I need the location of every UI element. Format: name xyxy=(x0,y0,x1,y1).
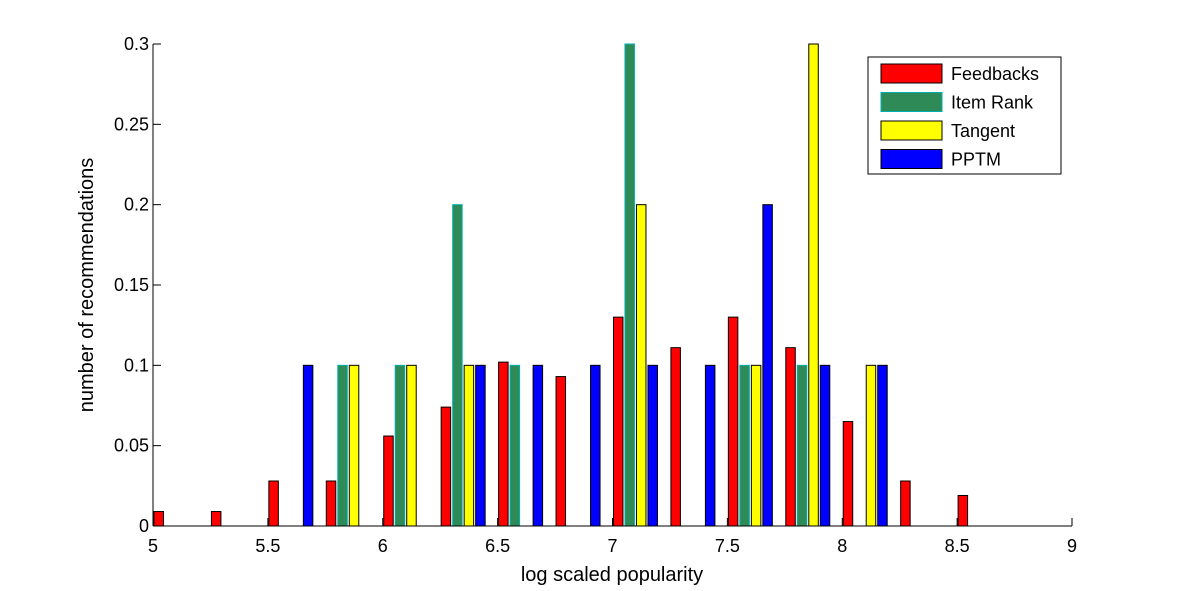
y-tick-label-2: 0.1 xyxy=(124,355,149,375)
bar-tangent-12 xyxy=(865,364,877,527)
bar-feedbacks-14 xyxy=(957,494,969,527)
x-tick-label-8: 9 xyxy=(1067,536,1077,556)
bar-pptm-11 xyxy=(819,364,831,527)
bar-pptm-2 xyxy=(302,364,314,527)
bar-item-rank-6 xyxy=(509,364,521,527)
y-tick-label-4: 0.2 xyxy=(124,195,149,215)
bar-item-rank-8 xyxy=(624,43,635,527)
y-tick-label-0: 0 xyxy=(139,516,149,536)
bar-feedbacks-1 xyxy=(210,511,222,527)
bar-item-rank-5 xyxy=(452,204,463,527)
bar-feedbacks-13 xyxy=(900,480,911,527)
legend-label-item-rank: Item Rank xyxy=(951,93,1034,113)
y-tick-label-3: 0.15 xyxy=(114,275,149,295)
legend-label-feedbacks: Feedbacks xyxy=(951,64,1039,84)
axes-group: 5 5.5 6 6.5 7 7.5 8 8.5 9 0 0.05 0.1 0.15 0.2 0.25 0.3 xyxy=(114,34,1077,556)
bar-feedbacks-12 xyxy=(842,421,854,527)
bar-pptm-5 xyxy=(475,364,486,527)
bar-tangent-5 xyxy=(463,364,475,527)
x-tick-label-7: 8.5 xyxy=(945,536,970,556)
bar-item-rank-10 xyxy=(739,364,750,527)
bar-tangent-4 xyxy=(406,364,417,527)
bar-feedbacks-0 xyxy=(153,511,164,527)
bar-item-rank-3 xyxy=(337,364,348,527)
bar-feedbacks-3 xyxy=(325,480,337,527)
legend-swatch-feedbacks xyxy=(880,63,943,84)
y-axis-title: number of recommendations xyxy=(76,158,98,413)
legend: Feedbacks Item Rank Tangent PPTM xyxy=(867,56,1062,175)
x-tick-label-1: 5.5 xyxy=(255,536,280,556)
y-tick-label-5: 0.25 xyxy=(114,114,149,134)
bar-tangent-3 xyxy=(348,364,360,527)
bar-pptm-8 xyxy=(647,364,658,527)
y-tick-label-1: 0.05 xyxy=(114,436,149,456)
bar-pptm-6 xyxy=(532,364,544,527)
bar-feedbacks-11 xyxy=(785,347,796,527)
x-tick-label-2: 6 xyxy=(378,536,388,556)
bar-feedbacks-10 xyxy=(727,316,739,527)
bar-feedbacks-9 xyxy=(670,347,681,527)
x-tick-label-4: 7 xyxy=(607,536,617,556)
legend-label-pptm: PPTM xyxy=(951,150,1001,170)
legend-swatch-tangent xyxy=(880,120,943,141)
legend-swatch-pptm xyxy=(880,149,943,169)
bar-pptm-10 xyxy=(762,204,773,527)
bar-feedbacks-7 xyxy=(555,376,567,527)
bar-feedbacks-2 xyxy=(268,480,279,527)
x-axis-title: log scaled popularity xyxy=(521,564,703,586)
bar-item-rank-4 xyxy=(394,364,406,527)
bar-pptm-9 xyxy=(704,364,716,527)
bar-tangent-8 xyxy=(635,204,647,527)
x-tick-label-6: 8 xyxy=(837,536,847,556)
y-tick-label-6: 0.3 xyxy=(124,34,149,54)
bar-feedbacks-5 xyxy=(440,406,452,527)
bar-feedbacks-8 xyxy=(612,316,624,527)
bar-pptm-12 xyxy=(877,364,888,527)
bar-item-rank-11 xyxy=(796,364,808,527)
x-tick-label-3: 6.5 xyxy=(485,536,510,556)
bar-feedbacks-6 xyxy=(498,361,509,527)
legend-swatch-item-rank xyxy=(880,92,943,112)
x-tick-label-5: 7.5 xyxy=(715,536,740,556)
bar-pptm-7 xyxy=(590,364,601,527)
bar-feedbacks-4 xyxy=(383,435,394,527)
x-tick-label-0: 5 xyxy=(148,536,158,556)
legend-label-tangent: Tangent xyxy=(951,121,1015,141)
bar-tangent-10 xyxy=(750,364,762,527)
bar-tangent-11 xyxy=(808,43,819,527)
